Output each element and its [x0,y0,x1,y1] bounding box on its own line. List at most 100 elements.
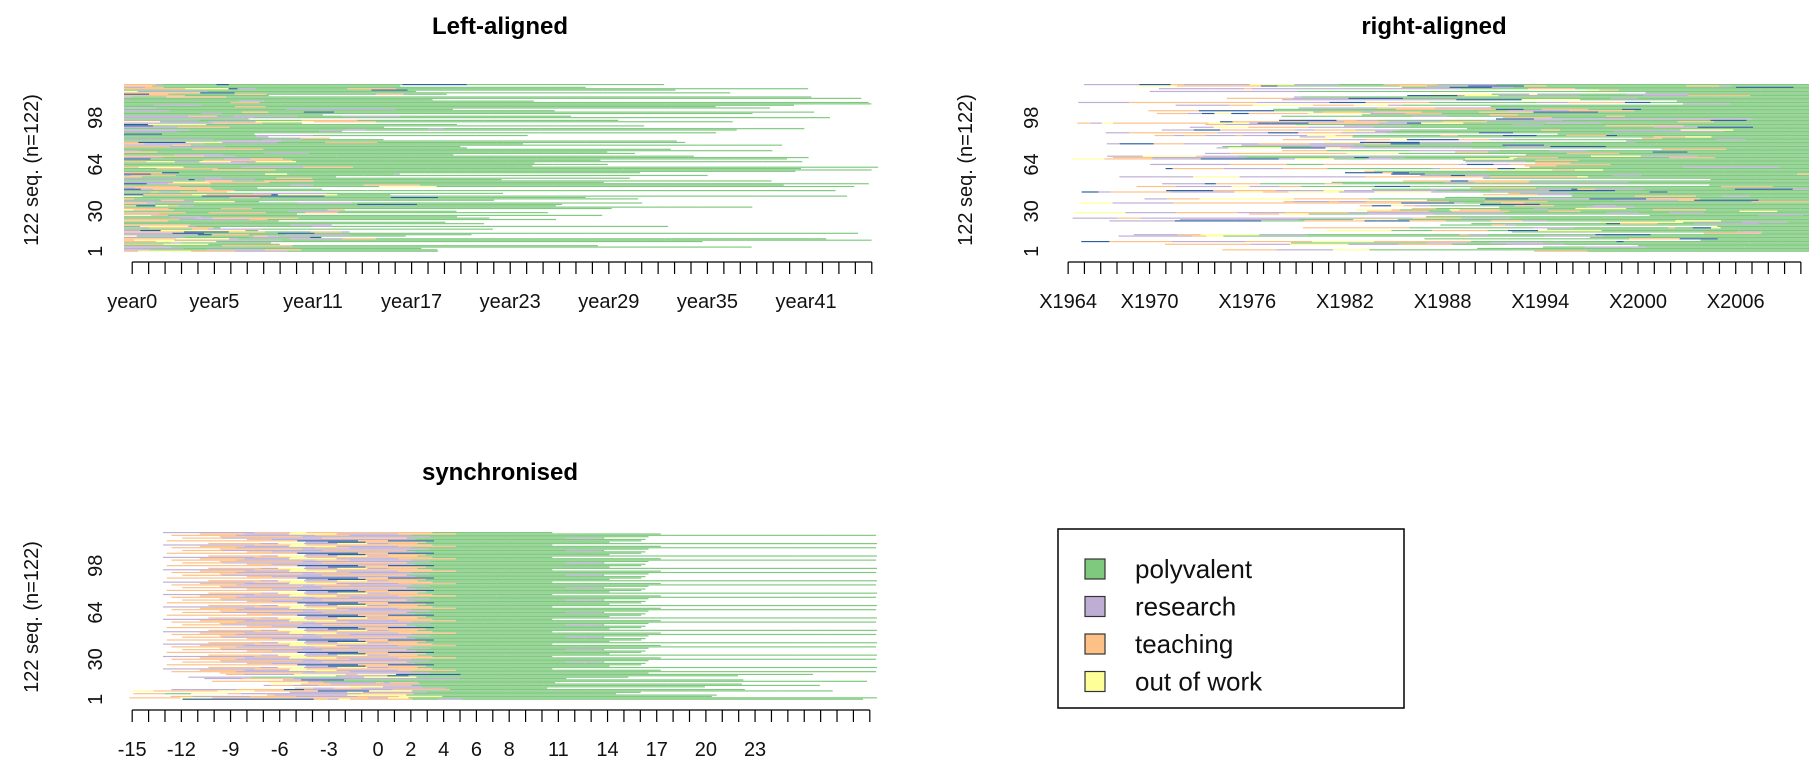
sequence-segment [1586,177,1682,179]
sequence-segment [124,154,176,156]
sequence-segment [290,618,307,620]
sequence-segment [1201,112,1215,115]
sequence-segment [1555,240,1617,243]
sequence-segment [481,588,585,590]
sequence-segment [124,125,154,127]
sequence-segment [352,202,495,204]
sequence-segment [1329,156,1355,159]
sequence-segment [277,194,338,196]
sequence-row [124,180,772,182]
sequence-segment [513,646,556,648]
sequence-row [124,239,872,241]
sequence-segment [277,660,303,662]
sequence-segment [1619,152,1739,155]
sequence-segment [187,225,196,228]
sequence-segment [1737,249,1809,251]
sequence-segment [163,606,227,608]
sequence-segment [1723,180,1756,182]
sequence-row [1150,163,1809,166]
sequence-segment [179,172,250,174]
sequence-segment [393,151,547,153]
sequence-row [124,168,801,170]
sequence-segment [552,184,609,186]
sequence-segment [124,165,289,167]
sequence-segment [349,621,412,623]
sequence-segment [184,236,250,239]
sequence-segment [278,150,312,152]
sequence-segment [1457,95,1465,97]
sequence-segment [1292,97,1349,99]
sequence-segment [601,578,610,580]
sequence-segment [219,647,278,649]
sequence-segment [1749,195,1769,197]
sequence-segment [1593,144,1637,146]
sequence-segment [1324,122,1379,124]
sequence-segment [584,650,646,652]
sequence-segment [1537,194,1573,196]
sequence-segment [367,629,389,631]
sequence-segment [555,621,671,623]
sequence-segment [615,152,634,155]
sequence-segment [168,110,326,112]
sequence-row [124,229,259,232]
sequence-segment [327,591,366,593]
sequence-segment [167,205,180,207]
sequence-segment [390,132,437,134]
sequence-segment [1635,195,1696,197]
sequence-segment [285,125,324,127]
sequence-row [124,224,332,226]
sequence-segment [274,673,295,676]
sequence-segment [1807,187,1809,189]
sequence-segment [302,598,366,600]
sequence-segment [1368,156,1405,159]
sequence-row [1482,177,1809,179]
sequence-segment [207,228,262,230]
sequence-segment [1208,122,1250,124]
sequence-segment [1552,169,1575,171]
sequence-segment [457,675,564,677]
sequence-segment [1214,240,1246,243]
sequence-row [124,192,503,194]
sequence-segment [1601,122,1718,124]
sequence-segment [197,231,229,233]
sequence-segment [313,687,334,689]
sequence-segment [1800,172,1809,174]
y-tick-label: 30 [85,200,107,222]
sequence-segment [198,119,227,121]
sequence-segment [602,89,676,91]
sequence-row [1161,129,1809,131]
sequence-segment [277,622,303,625]
sequence-segment [601,628,610,630]
sequence-segment [271,551,319,553]
sequence-segment [222,574,278,576]
sequence-segment [1192,235,1207,237]
sequence-segment [831,534,877,536]
sequence-segment [255,161,296,163]
sequence-segment [1399,209,1450,211]
sequence-segment [539,697,631,699]
sequence-segment [290,655,307,658]
sequence-segment [260,567,279,569]
sequence-row [124,225,669,228]
sequence-segment [199,620,245,622]
sequence-segment [1294,96,1302,98]
sequence-row [226,673,814,676]
sequence-segment [831,547,877,549]
sequence-segment [456,140,586,142]
sequence-segment [1560,129,1681,131]
sequence-segment [603,121,651,123]
sequence-row [1709,184,1809,186]
sequence-segment [419,179,502,181]
sequence-row [166,627,642,629]
sequence-segment [561,627,642,629]
sequence-segment [289,669,337,671]
sequence-row [1391,173,1809,175]
sequence-row [1499,206,1809,208]
sequence-segment [1562,119,1584,121]
sequence-segment [1762,216,1809,218]
sequence-segment [358,540,388,542]
sequence-segment [372,154,415,156]
sequence-segment [349,123,458,126]
sequence-segment [494,174,601,177]
sequence-segment [1541,108,1589,110]
